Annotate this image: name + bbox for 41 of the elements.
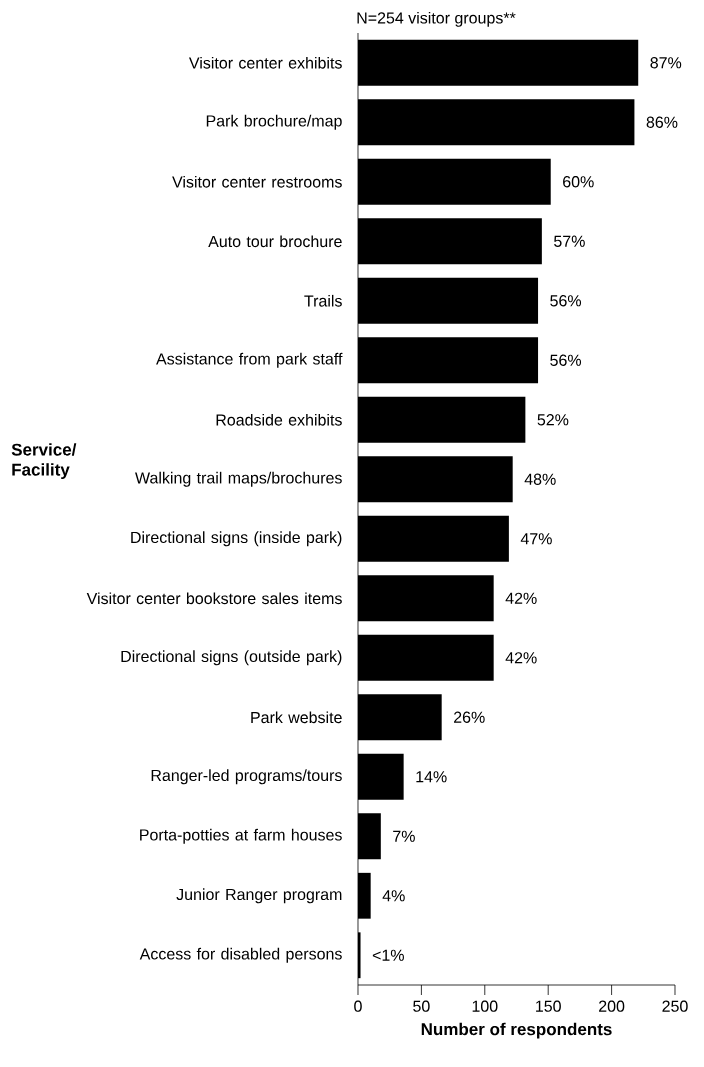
x-tick-label: 100	[472, 1000, 498, 1012]
annotation: 56%	[550, 354, 582, 366]
y-tick-label: Visitor center bookstore sales items	[86, 592, 342, 605]
y-tick-label: Visitor center restrooms	[172, 175, 342, 188]
y-tick-label: Park brochure/map	[206, 114, 342, 130]
annotation: 4%	[382, 890, 405, 902]
annotation: 56%	[550, 295, 582, 307]
y-tick-label: Directional signs (outside park)	[121, 650, 342, 666]
y-tick-label: Roadside exhibits	[216, 413, 342, 426]
y-tick-label: Assistance from park staff	[156, 352, 343, 368]
annotation: 26%	[454, 711, 485, 723]
annotation: 87%	[650, 57, 682, 69]
y-tick-label: Walking trail maps/brochures	[135, 471, 342, 487]
annotation: 14%	[416, 771, 447, 783]
annotation: 52%	[537, 414, 569, 426]
x-tick-label: 250	[662, 1000, 688, 1012]
x-tick-label: 50	[413, 1000, 430, 1012]
x-tick-label: 150	[536, 1000, 561, 1012]
annotation: 86%	[646, 116, 678, 128]
chart-title: N=254 visitor groups**	[357, 11, 516, 27]
y-tick-label: Porta-potties at farm houses	[140, 828, 342, 844]
annotation: 48%	[524, 473, 556, 485]
x-axis-title: Number of respondents	[421, 1022, 612, 1039]
annotation: 7%	[393, 830, 415, 842]
y-tick-label: Ranger-led programs/tours	[151, 769, 342, 785]
annotation: 57%	[554, 235, 585, 247]
x-tick-label: 0	[354, 1000, 362, 1012]
annotation: 42%	[505, 652, 537, 664]
annotation: 42%	[505, 592, 537, 604]
y-tick-label: Junior Ranger program	[176, 888, 342, 904]
y-tick-label: Visitor center exhibits	[188, 56, 342, 69]
y-axis-title: Service/ Facility	[11, 443, 77, 480]
y-tick-label: Park website	[251, 711, 342, 724]
y-tick-label: Directional signs (inside park)	[131, 531, 342, 547]
annotation: 60%	[563, 176, 594, 188]
annotation: 47%	[520, 533, 552, 545]
x-tick-label: 200	[599, 1000, 625, 1012]
y-tick-label: Trails	[304, 294, 342, 307]
annotation: <1%	[372, 949, 404, 961]
y-tick-label: Access for disabled persons	[139, 947, 342, 963]
y-tick-label: Auto tour brochure	[208, 235, 342, 248]
